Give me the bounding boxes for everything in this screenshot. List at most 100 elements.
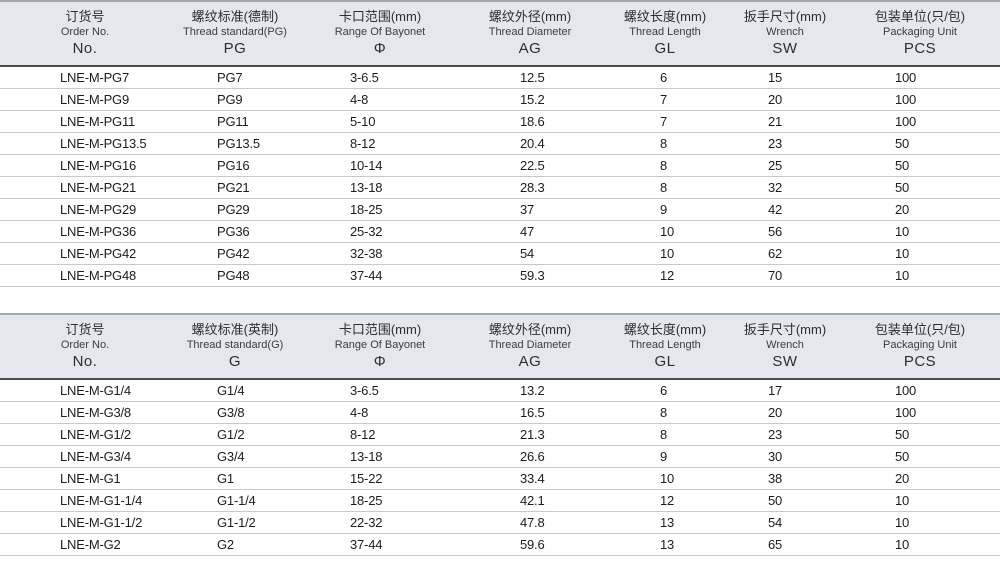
column-header-thread-standard-g: 螺纹标准(英制) Thread standard(G) G xyxy=(170,313,300,380)
cell: 10 xyxy=(840,220,1000,243)
cell: 17 xyxy=(730,379,840,402)
cell: 32 xyxy=(730,176,840,199)
cell: 50 xyxy=(840,423,1000,446)
pg-table-header-row: 订货号 Order No. No. 螺纹标准(德制) Thread standard(P… xyxy=(0,0,1000,67)
header-code-label: Φ xyxy=(373,40,387,57)
cell: 59.6 xyxy=(460,533,600,556)
column-header-packaging-unit: 包装单位(只/包) Packaging Unit PCS xyxy=(840,313,1000,380)
cell: 26.6 xyxy=(460,445,600,468)
cell: 4-8 xyxy=(300,88,460,111)
cell: 7 xyxy=(600,88,730,111)
cell: 65 xyxy=(730,533,840,556)
cell: 50 xyxy=(840,176,1000,199)
cell: G1/2 xyxy=(170,423,300,446)
header-zh-label: 包装单位(只/包) xyxy=(874,9,966,24)
cell: 3-6.5 xyxy=(300,379,460,402)
column-header-wrench: 扳手尺寸(mm) Wrench SW xyxy=(730,0,840,67)
column-header-range-of-bayonet: 卡口范围(mm) Range Of Bayonet Φ xyxy=(300,313,460,380)
pg-table-body: LNE-M-PG7 PG7 3-6.5 12.5 6 15 100 LNE-M-PG9 PG9 4… xyxy=(0,66,1000,287)
header-code-label: G xyxy=(228,353,242,370)
table-row: LNE-M-G1/4 G1/4 3-6.5 13.2 6 17 100 xyxy=(0,379,1000,402)
table-row: LNE-M-PG16 PG16 10-14 22.5 8 25 50 xyxy=(0,154,1000,177)
table-row: LNE-M-G1-1/4 G1-1/4 18-25 42.1 12 50 10 xyxy=(0,489,1000,512)
cell: 47.8 xyxy=(460,511,600,534)
pg-thread-spec-table: 订货号 Order No. No. 螺纹标准(德制) Thread standard(P… xyxy=(0,0,1000,287)
header-en-label: Order No. xyxy=(60,26,110,38)
cell: PG21 xyxy=(170,176,300,199)
cell: 12 xyxy=(600,264,730,287)
header-en-label: Thread Length xyxy=(629,339,701,351)
cell: PG48 xyxy=(170,264,300,287)
header-zh-label: 螺纹标准(英制) xyxy=(191,322,279,337)
table-row: LNE-M-G1/2 G1/2 8-12 21.3 8 23 50 xyxy=(0,423,1000,446)
cell: LNE-M-PG42 xyxy=(0,242,170,265)
cell: 8 xyxy=(600,132,730,155)
cell: 30 xyxy=(730,445,840,468)
column-header-order-no: 订货号 Order No. No. xyxy=(0,0,170,67)
cell: 13 xyxy=(600,533,730,556)
header-zh-label: 订货号 xyxy=(65,322,105,337)
header-code-label: GL xyxy=(654,40,676,57)
table-row: LNE-M-G1-1/2 G1-1/2 22-32 47.8 13 54 10 xyxy=(0,511,1000,534)
cell: 70 xyxy=(730,264,840,287)
cell: LNE-M-G3/8 xyxy=(0,401,170,424)
header-en-label: Range Of Bayonet xyxy=(334,339,426,351)
cell: LNE-M-G1/2 xyxy=(0,423,170,446)
cell: LNE-M-PG21 xyxy=(0,176,170,199)
cell: 50 xyxy=(840,445,1000,468)
cell: PG9 xyxy=(170,88,300,111)
cell: LNE-M-PG11 xyxy=(0,110,170,133)
table-row: LNE-M-G1 G1 15-22 33.4 10 38 20 xyxy=(0,467,1000,490)
column-header-thread-diameter: 螺纹外径(mm) Thread Diameter AG xyxy=(460,0,600,67)
header-zh-label: 螺纹长度(mm) xyxy=(623,9,707,24)
cell: 9 xyxy=(600,198,730,221)
cell: 10 xyxy=(840,511,1000,534)
cell: LNE-M-PG48 xyxy=(0,264,170,287)
cell: PG7 xyxy=(170,66,300,89)
table-row: LNE-M-G2 G2 37-44 59.6 13 65 10 xyxy=(0,533,1000,556)
header-zh-label: 扳手尺寸(mm) xyxy=(743,9,827,24)
cell: 100 xyxy=(840,379,1000,402)
table-row: LNE-M-PG48 PG48 37-44 59.3 12 70 10 xyxy=(0,264,1000,287)
column-header-thread-length: 螺纹长度(mm) Thread Length GL xyxy=(600,313,730,380)
cell: 13 xyxy=(600,511,730,534)
cell: 42.1 xyxy=(460,489,600,512)
cell: 23 xyxy=(730,423,840,446)
cell: 50 xyxy=(840,154,1000,177)
column-header-range-of-bayonet: 卡口范围(mm) Range Of Bayonet Φ xyxy=(300,0,460,67)
column-header-thread-standard-pg: 螺纹标准(德制) Thread standard(PG) PG xyxy=(170,0,300,67)
cell: 54 xyxy=(460,242,600,265)
cell: LNE-M-PG16 xyxy=(0,154,170,177)
table-row: LNE-M-PG29 PG29 18-25 37 9 42 20 xyxy=(0,198,1000,221)
cell: 3-6.5 xyxy=(300,66,460,89)
header-en-label: Wrench xyxy=(766,339,804,351)
cell: 5-10 xyxy=(300,110,460,133)
cell: 22-32 xyxy=(300,511,460,534)
cell: 6 xyxy=(600,66,730,89)
table-row: LNE-M-PG21 PG21 13-18 28.3 8 32 50 xyxy=(0,176,1000,199)
table-row: LNE-M-G3/4 G3/4 13-18 26.6 9 30 50 xyxy=(0,445,1000,468)
cell: LNE-M-G1/4 xyxy=(0,379,170,402)
header-zh-label: 订货号 xyxy=(65,9,105,24)
cell: 10 xyxy=(840,242,1000,265)
table-row: LNE-M-PG36 PG36 25-32 47 10 56 10 xyxy=(0,220,1000,243)
cell: LNE-M-PG29 xyxy=(0,198,170,221)
column-header-thread-diameter: 螺纹外径(mm) Thread Diameter AG xyxy=(460,313,600,380)
cell: PG36 xyxy=(170,220,300,243)
cell: 8-12 xyxy=(300,132,460,155)
cell: 8-12 xyxy=(300,423,460,446)
cell: 50 xyxy=(730,489,840,512)
cell: 59.3 xyxy=(460,264,600,287)
table-row: LNE-M-PG11 PG11 5-10 18.6 7 21 100 xyxy=(0,110,1000,133)
cell: 28.3 xyxy=(460,176,600,199)
header-zh-label: 螺纹外径(mm) xyxy=(488,9,572,24)
cell: 15-22 xyxy=(300,467,460,490)
cell: LNE-M-G1-1/2 xyxy=(0,511,170,534)
cell: 18-25 xyxy=(300,489,460,512)
cell: 13-18 xyxy=(300,445,460,468)
header-en-label: Packaging Unit xyxy=(883,26,957,38)
cell: 25 xyxy=(730,154,840,177)
header-code-label: PCS xyxy=(903,353,937,370)
header-code-label: GL xyxy=(654,353,676,370)
cell: PG29 xyxy=(170,198,300,221)
